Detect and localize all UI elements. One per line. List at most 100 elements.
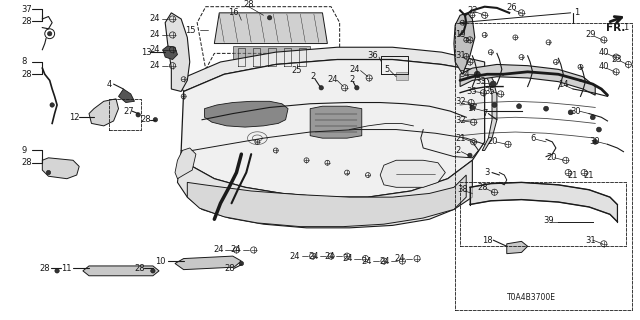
- Polygon shape: [118, 89, 134, 102]
- Text: 24: 24: [328, 75, 338, 84]
- Circle shape: [593, 140, 598, 144]
- Text: 2: 2: [310, 72, 316, 81]
- Circle shape: [516, 104, 522, 109]
- Text: 24: 24: [150, 45, 160, 54]
- Text: 28: 28: [21, 70, 32, 79]
- Text: 31: 31: [455, 51, 466, 60]
- Text: 24: 24: [290, 252, 300, 260]
- Text: 32: 32: [455, 116, 466, 125]
- Text: 5: 5: [384, 65, 389, 74]
- Text: 20: 20: [546, 153, 557, 162]
- Text: 24: 24: [324, 252, 335, 260]
- Circle shape: [239, 261, 244, 266]
- Text: FR.: FR.: [606, 23, 626, 33]
- Circle shape: [55, 269, 60, 273]
- Circle shape: [590, 115, 595, 120]
- Text: 13: 13: [141, 48, 151, 57]
- Text: 36: 36: [367, 51, 378, 60]
- Text: 28: 28: [21, 158, 32, 167]
- Text: 24: 24: [150, 14, 160, 23]
- Circle shape: [294, 62, 299, 67]
- Text: 40: 40: [599, 48, 609, 57]
- Circle shape: [474, 71, 481, 77]
- Text: 16: 16: [228, 8, 239, 17]
- Polygon shape: [42, 158, 79, 179]
- Circle shape: [268, 16, 272, 20]
- Text: 31: 31: [586, 236, 596, 244]
- Text: 24: 24: [394, 254, 404, 263]
- Text: 18: 18: [482, 236, 493, 244]
- Text: 24: 24: [361, 257, 372, 266]
- Text: 27: 27: [124, 107, 134, 116]
- Text: 12: 12: [69, 113, 80, 122]
- Text: 28: 28: [243, 0, 254, 9]
- Text: 14: 14: [558, 80, 569, 89]
- Text: 22: 22: [467, 6, 478, 15]
- Circle shape: [470, 105, 475, 110]
- Text: 10: 10: [156, 257, 166, 266]
- Polygon shape: [233, 46, 310, 68]
- Polygon shape: [454, 13, 475, 74]
- Text: 34: 34: [459, 70, 470, 79]
- Text: 2: 2: [349, 75, 355, 84]
- Polygon shape: [177, 47, 484, 92]
- Text: 21: 21: [583, 171, 593, 180]
- Polygon shape: [175, 256, 241, 270]
- Text: 28: 28: [224, 264, 235, 273]
- Text: 24: 24: [342, 254, 353, 263]
- Text: 20: 20: [487, 137, 497, 146]
- Text: 24: 24: [150, 30, 160, 39]
- Polygon shape: [163, 46, 177, 60]
- Text: 2: 2: [455, 146, 460, 155]
- Polygon shape: [89, 99, 118, 126]
- Text: 9: 9: [21, 146, 27, 155]
- Text: 33: 33: [475, 77, 486, 86]
- Text: 24: 24: [349, 65, 360, 74]
- Text: T0A4B3700E: T0A4B3700E: [507, 293, 556, 302]
- Polygon shape: [460, 64, 595, 95]
- Circle shape: [46, 170, 51, 175]
- Text: 24: 24: [214, 245, 224, 254]
- Polygon shape: [205, 101, 288, 127]
- Polygon shape: [387, 60, 404, 71]
- Text: 17: 17: [467, 104, 478, 113]
- Text: 7: 7: [482, 109, 488, 118]
- Polygon shape: [380, 160, 445, 187]
- Polygon shape: [83, 266, 159, 276]
- Text: 21: 21: [455, 134, 466, 143]
- Polygon shape: [310, 106, 362, 138]
- Text: 8: 8: [21, 58, 27, 67]
- Text: 4: 4: [106, 80, 111, 89]
- Polygon shape: [482, 69, 497, 150]
- Polygon shape: [165, 13, 190, 92]
- Text: 11: 11: [61, 264, 71, 273]
- Text: 30: 30: [589, 137, 600, 146]
- Text: 26: 26: [507, 4, 517, 12]
- Circle shape: [490, 81, 496, 87]
- Text: 24: 24: [150, 61, 160, 70]
- Circle shape: [153, 117, 157, 122]
- Polygon shape: [214, 13, 328, 44]
- Text: 28: 28: [40, 264, 51, 273]
- Polygon shape: [175, 148, 196, 179]
- Text: 21: 21: [567, 171, 577, 180]
- Text: 35: 35: [466, 87, 477, 96]
- Text: 39: 39: [543, 216, 554, 225]
- Circle shape: [319, 85, 323, 90]
- Circle shape: [468, 153, 472, 157]
- Text: 40: 40: [599, 62, 609, 71]
- Polygon shape: [188, 175, 466, 227]
- Text: 30: 30: [571, 107, 581, 116]
- Text: 6: 6: [530, 134, 536, 143]
- Text: 28: 28: [477, 183, 488, 192]
- Text: 28: 28: [21, 17, 32, 26]
- Text: 35: 35: [484, 87, 495, 96]
- Text: 37: 37: [21, 5, 32, 14]
- Text: 38: 38: [458, 185, 468, 194]
- Text: 25: 25: [291, 66, 302, 75]
- Circle shape: [355, 85, 359, 90]
- Text: 3: 3: [484, 168, 490, 177]
- Polygon shape: [396, 72, 408, 80]
- Circle shape: [47, 31, 52, 36]
- Text: 15: 15: [186, 26, 196, 35]
